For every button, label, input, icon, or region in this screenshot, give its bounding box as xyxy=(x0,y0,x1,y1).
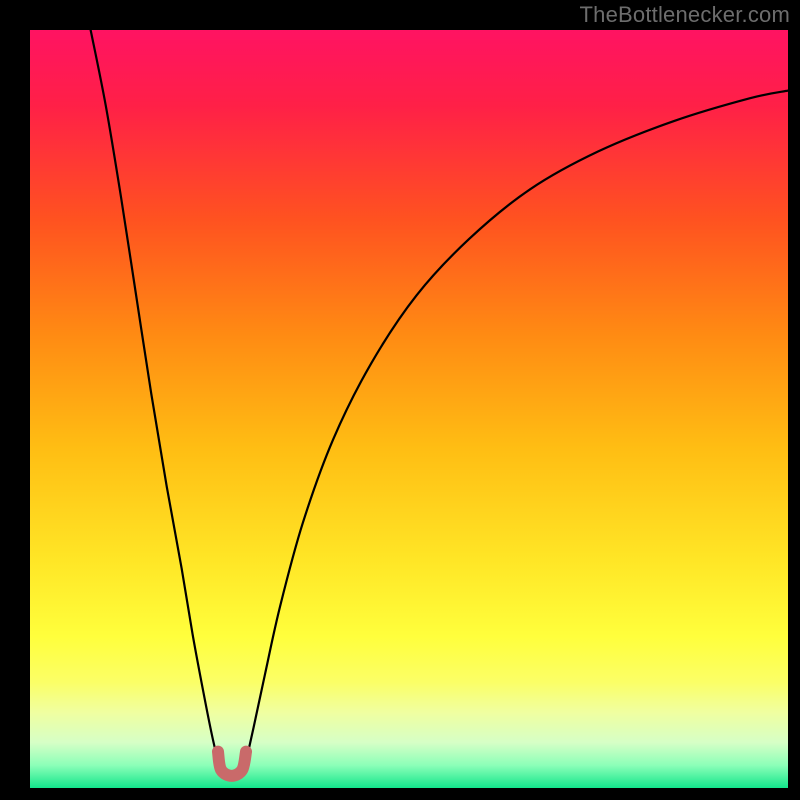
watermark-text: TheBottlenecker.com xyxy=(580,2,790,28)
gradient-background xyxy=(30,30,788,788)
chart-frame: TheBottlenecker.com xyxy=(0,0,800,800)
plot-area xyxy=(30,30,788,788)
bottleneck-chart xyxy=(30,30,788,788)
